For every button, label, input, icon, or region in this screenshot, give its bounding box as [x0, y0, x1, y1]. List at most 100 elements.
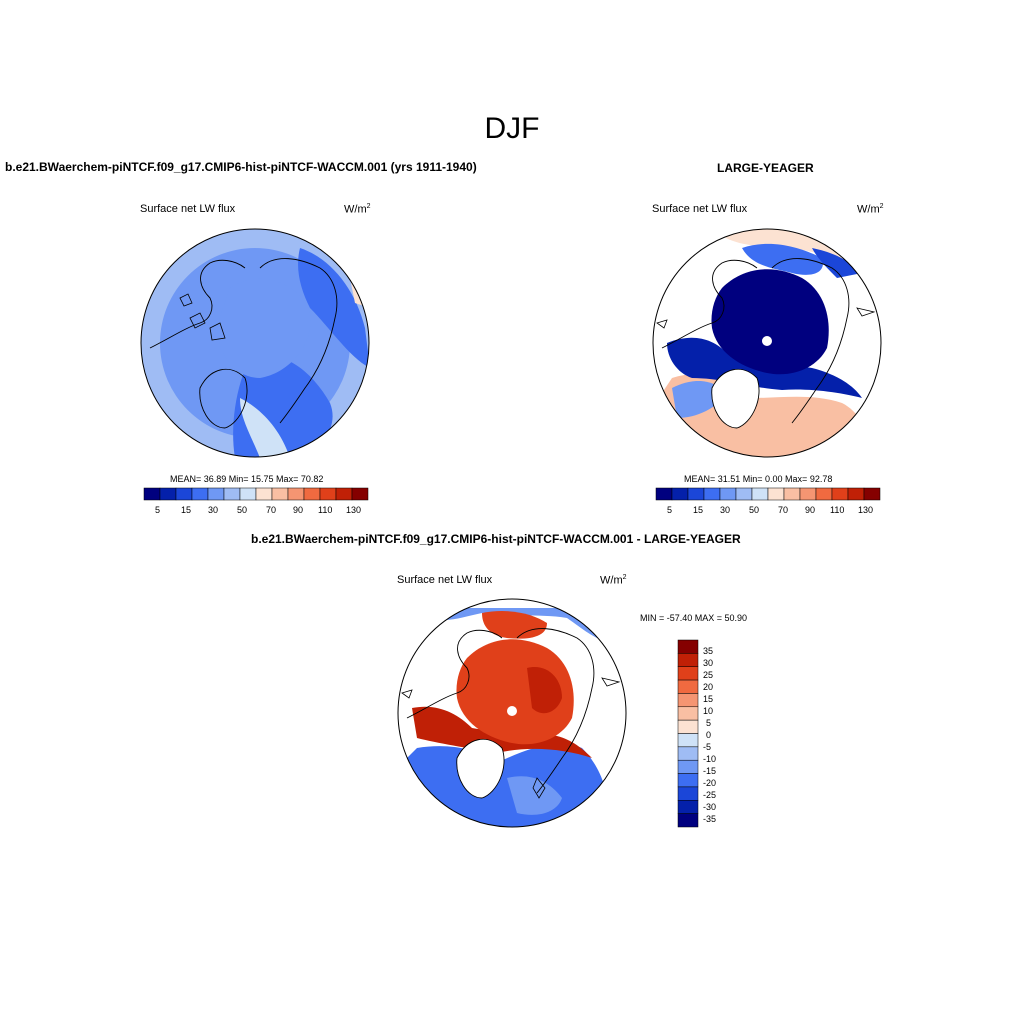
panel-3-colorbar-tick: -5	[703, 742, 712, 752]
panel-1-coastline-archipelago	[179, 293, 226, 341]
panel-2-field-arctic-ice	[711, 269, 829, 375]
panel-3-colorbar-tick: -25	[703, 790, 717, 800]
panel-3-colorbar-tick: 0	[706, 730, 712, 740]
colorbar-swatch	[751, 487, 769, 501]
colorbar-swatch	[719, 487, 737, 501]
colorbar-swatch	[735, 487, 753, 501]
colorbar-swatch	[677, 693, 699, 708]
colorbar-swatch	[207, 487, 225, 501]
panel-3-pole-hole	[507, 706, 517, 716]
panel-1-colorbar-tick: 50	[237, 505, 248, 515]
panel-1-units-label: W/m2	[344, 203, 371, 216]
panel-1-header: b.e21.BWaerchem-piNTCF.f09_g17.CMIP6-his…	[5, 160, 477, 174]
panel-3-map	[397, 598, 627, 828]
panel-2-colorbar-tick: 130	[858, 505, 874, 515]
colorbar-swatch	[847, 487, 865, 501]
panel-2-variable-label: Surface net LW flux	[652, 203, 748, 215]
colorbar-swatch	[799, 487, 817, 501]
colorbar-swatch	[831, 487, 849, 501]
panel-1-coastline-america	[149, 259, 246, 349]
colorbar-swatch	[677, 706, 699, 721]
panel-3-variable-label: Surface net LW flux	[397, 574, 493, 586]
panel-1-map	[140, 228, 370, 458]
panel-3-field-atlantic-lighter	[507, 776, 562, 815]
panel-1-colorbar-tick: 15	[181, 505, 192, 515]
panel-3-colorbar-tick: -15	[703, 766, 717, 776]
panel-2-colorbar-tick: 110	[830, 505, 845, 515]
colorbar-swatch	[677, 666, 699, 681]
panel-3-units-label: W/m2	[600, 574, 627, 587]
colorbar-swatch	[863, 487, 881, 501]
panel-3-colorbar-tick: -10	[703, 754, 717, 764]
colorbar-swatch	[677, 653, 699, 667]
panel-2-coastline-america	[661, 259, 758, 349]
panel-1-colorbar-tick: 30	[208, 505, 219, 515]
colorbar-swatch	[677, 759, 699, 774]
colorbar-swatch	[223, 487, 241, 501]
panel-3-coastline-eurasia	[516, 628, 595, 794]
panel-3-field-north-warm	[482, 611, 547, 639]
colorbar-swatch	[671, 487, 689, 501]
colorbar-swatch	[271, 487, 289, 501]
colorbar-swatch	[287, 487, 305, 501]
colorbar-swatch	[677, 679, 699, 694]
colorbar-swatch	[655, 487, 673, 501]
colorbar-swatch	[239, 487, 257, 501]
panel-3-field-arctic	[456, 639, 574, 745]
panel-3-colorbar	[677, 639, 699, 828]
panel-1-variable-label: Surface net LW flux	[140, 203, 236, 215]
panel-2-colorbar-tick: 70	[778, 505, 789, 515]
colorbar-swatch	[319, 487, 337, 501]
panel-2-header: LARGE-YEAGER	[717, 161, 814, 175]
panel-3-header: b.e21.BWaerchem-piNTCF.f09_g17.CMIP6-his…	[251, 532, 741, 546]
panel-2-stats: MEAN= 31.51 Min= 0.00 Max= 92.78	[684, 474, 833, 484]
colorbar-swatch	[143, 487, 161, 501]
panel-3-field-arctic-dark	[527, 667, 562, 714]
colorbar-swatch	[783, 487, 801, 501]
colorbar-swatch	[351, 487, 369, 501]
panel-3-colorbar-tick: 15	[703, 694, 714, 704]
panel-3-colorbar-tick: 25	[703, 670, 714, 680]
panel-2-colorbar-tick: 15	[693, 505, 704, 515]
colorbar-swatch	[677, 733, 699, 748]
panel-2-colorbar-tick: 5	[667, 505, 673, 515]
panel-1-colorbar-tick: 5	[155, 505, 161, 515]
colorbar-swatch	[767, 487, 785, 501]
panel-1-field-arctic-core	[217, 278, 311, 378]
panel-3-colorbar-tick: 20	[703, 682, 714, 692]
panel-1-colorbar	[143, 487, 369, 501]
panel-2-field-north-cold	[742, 243, 823, 275]
panel-1-field-pacific	[298, 248, 369, 368]
panel-3-colorbar-tick: 10	[703, 706, 714, 716]
panel-1-coastline-greenland	[199, 368, 248, 429]
panel-2-colorbar-tick: 50	[749, 505, 760, 515]
panel-2-colorbar	[655, 487, 881, 501]
panel-2-colorbar-tick: 30	[720, 505, 731, 515]
panel-2-colorbar-tick: 90	[805, 505, 816, 515]
panel-3-coastline-islands	[401, 677, 621, 799]
colorbar-swatch	[815, 487, 833, 501]
colorbar-swatch	[703, 487, 721, 501]
panel-3-colorbar-tick: -20	[703, 778, 717, 788]
panel-2-units-label: W/m2	[857, 203, 884, 216]
panel-2-field-pacific-cold	[812, 248, 862, 278]
figure-title: DJF	[484, 112, 540, 145]
panel-3-colorbar-tick: 30	[703, 658, 714, 668]
panel-2-coastline-islands	[656, 307, 876, 329]
colorbar-swatch	[255, 487, 273, 501]
colorbar-swatch	[677, 800, 699, 814]
panel-1-coastline-eurasia	[259, 258, 338, 424]
panel-3-colorbar-tick: 35	[703, 646, 714, 656]
colorbar-swatch	[159, 487, 177, 501]
panel-2-coastline-eurasia	[771, 258, 850, 424]
panel-3-stats: MIN = -57.40 MAX = 50.90	[640, 613, 748, 623]
panel-1-colorbar-tick: 130	[346, 505, 362, 515]
colorbar-swatch	[677, 773, 699, 788]
panel-3-coastline-america	[406, 629, 503, 719]
panel-1-stats: MEAN= 36.89 Min= 15.75 Max= 70.82	[170, 474, 324, 484]
panel-2-pole-hole	[762, 336, 772, 346]
panel-1-colorbar-tick: 110	[318, 505, 333, 515]
colorbar-swatch	[175, 487, 193, 501]
panel-1-colorbar-tick: 70	[266, 505, 277, 515]
colorbar-swatch	[677, 746, 699, 761]
